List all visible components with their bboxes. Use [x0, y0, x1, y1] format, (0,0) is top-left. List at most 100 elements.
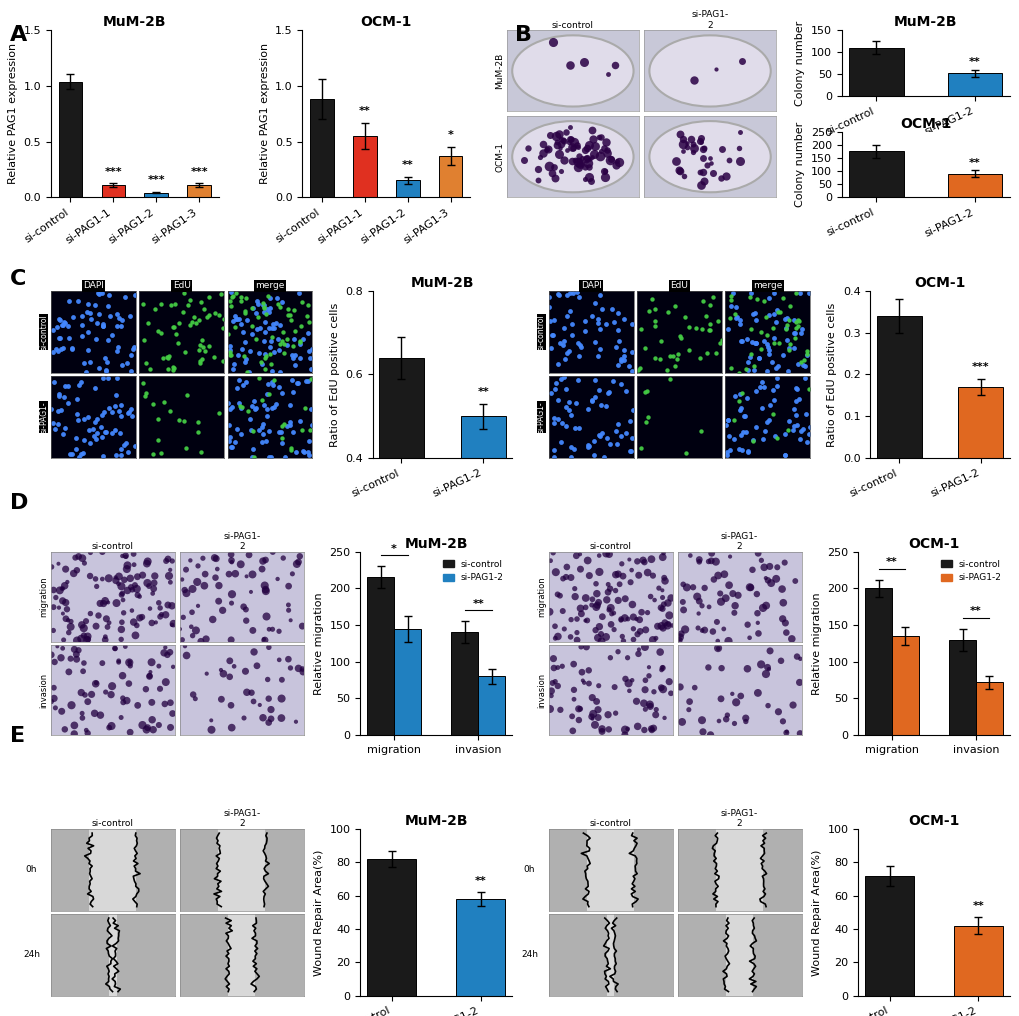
- Point: [54, 340, 70, 357]
- Point: [565, 722, 581, 739]
- Point: [58, 611, 74, 627]
- Point: [731, 402, 747, 419]
- Point: [187, 315, 204, 331]
- Point: [792, 284, 808, 301]
- Point: [273, 385, 289, 401]
- Point: [111, 568, 127, 584]
- Point: [222, 439, 238, 455]
- Point: [221, 343, 237, 360]
- Point: [777, 310, 794, 326]
- Ellipse shape: [649, 36, 770, 107]
- Point: [161, 347, 177, 364]
- Point: [787, 573, 803, 589]
- Point: [92, 707, 108, 723]
- Point: [211, 307, 227, 323]
- Point: [549, 410, 566, 427]
- Point: [259, 376, 275, 392]
- Bar: [455, 899, 504, 996]
- Point: [287, 357, 304, 373]
- Point: [98, 684, 114, 700]
- Point: [749, 606, 765, 622]
- Point: [615, 348, 632, 365]
- Point: [712, 691, 729, 707]
- Point: [573, 339, 589, 356]
- Point: [255, 416, 271, 432]
- Point: [254, 392, 270, 408]
- Point: [257, 361, 273, 377]
- Point: [584, 710, 600, 726]
- Ellipse shape: [649, 121, 770, 192]
- Point: [51, 311, 67, 327]
- Bar: [947, 174, 1002, 197]
- Point: [85, 422, 101, 438]
- Point: [751, 350, 767, 366]
- Point: [146, 575, 162, 591]
- Point: [257, 347, 273, 364]
- Point: [564, 708, 580, 724]
- Text: **: **: [969, 606, 981, 616]
- Point: [787, 284, 803, 301]
- Point: [129, 697, 146, 713]
- Text: **: **: [972, 900, 983, 910]
- Bar: [438, 156, 462, 197]
- Point: [600, 385, 616, 401]
- Point: [126, 438, 143, 454]
- Point: [555, 133, 572, 149]
- Point: [647, 707, 663, 723]
- Point: [145, 585, 161, 601]
- Point: [89, 410, 105, 427]
- Point: [719, 411, 736, 428]
- Point: [57, 378, 73, 394]
- Point: [108, 370, 124, 386]
- Point: [574, 664, 590, 681]
- Point: [775, 426, 792, 442]
- Point: [181, 317, 198, 333]
- Point: [578, 139, 594, 155]
- Point: [264, 320, 280, 336]
- Point: [609, 358, 626, 374]
- Point: [794, 421, 810, 437]
- Point: [625, 621, 641, 637]
- Point: [547, 128, 564, 144]
- Point: [151, 658, 167, 675]
- Point: [121, 653, 138, 670]
- Point: [762, 575, 779, 591]
- Point: [57, 594, 73, 611]
- Point: [263, 701, 279, 717]
- Point: [207, 570, 223, 586]
- Point: [549, 586, 566, 602]
- Point: [43, 693, 59, 709]
- Point: [583, 308, 599, 324]
- Point: [210, 593, 226, 610]
- Point: [303, 371, 319, 387]
- Point: [577, 323, 593, 339]
- Point: [182, 553, 199, 569]
- Point: [123, 346, 140, 363]
- Point: [296, 443, 312, 459]
- Point: [591, 287, 607, 303]
- Point: [112, 441, 128, 457]
- Point: [131, 610, 148, 626]
- Point: [637, 415, 653, 431]
- Point: [581, 438, 597, 454]
- Point: [675, 142, 691, 158]
- Text: E: E: [10, 726, 25, 747]
- Title: OCM-1: OCM-1: [360, 15, 412, 29]
- Point: [550, 126, 567, 142]
- Point: [264, 400, 280, 417]
- Point: [561, 119, 578, 135]
- Point: [294, 330, 311, 346]
- Point: [54, 592, 70, 609]
- Point: [629, 626, 645, 642]
- Point: [606, 582, 623, 598]
- Point: [681, 694, 697, 710]
- Point: [257, 552, 273, 568]
- Point: [142, 362, 158, 378]
- Point: [78, 365, 95, 381]
- Point: [546, 674, 562, 690]
- Point: [609, 643, 626, 659]
- Point: [124, 581, 141, 597]
- Point: [737, 408, 753, 425]
- Point: [591, 148, 607, 165]
- Point: [798, 346, 814, 363]
